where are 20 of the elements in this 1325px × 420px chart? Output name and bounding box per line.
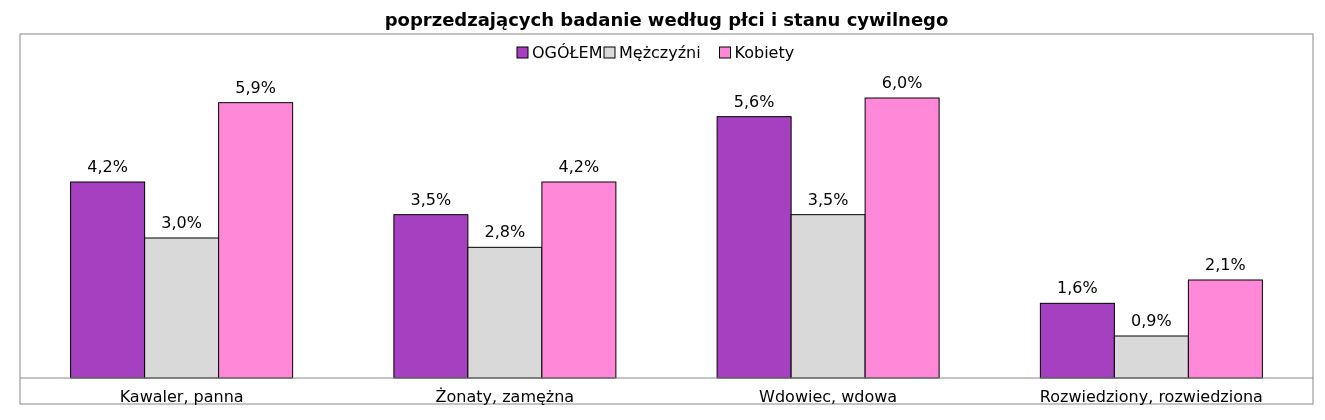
data-label: 6,0% bbox=[881, 73, 923, 92]
data-label: 2,1% bbox=[1205, 255, 1246, 274]
legend-label: OGÓŁEM bbox=[532, 43, 603, 62]
data-label: 3,5% bbox=[410, 189, 452, 209]
chart-title: poprzedzających badanie według płci i stanu cywilnego bbox=[384, 9, 949, 30]
x-tick-label: Kawaler, panna bbox=[119, 387, 244, 406]
data-label: 3,5% bbox=[807, 189, 849, 209]
legend-label: Mężczyźni bbox=[619, 43, 701, 62]
x-tick-label: Żonaty, zamężna bbox=[435, 387, 575, 406]
data-label: 4,2% bbox=[87, 157, 128, 176]
x-tick-label: Rozwiedziony, rozwiedziona bbox=[1039, 387, 1263, 406]
x-tick-label: Wdowiec, wdowa bbox=[759, 387, 898, 406]
data-label: 0,9% bbox=[1131, 311, 1172, 330]
data-label: 3,0% bbox=[161, 213, 202, 232]
data-label: 2,8% bbox=[484, 222, 526, 242]
data-label: 5,9% bbox=[235, 77, 276, 97]
data-label: 1,6% bbox=[1057, 278, 1098, 298]
data-label: 4,2% bbox=[558, 157, 600, 176]
legend-label: Kobiety bbox=[734, 43, 795, 62]
data-label: 5,6% bbox=[733, 91, 775, 111]
